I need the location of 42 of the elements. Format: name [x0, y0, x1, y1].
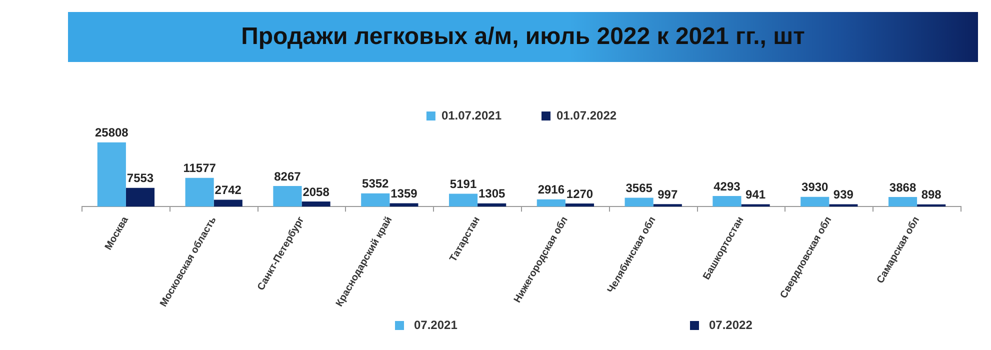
legend-label: 01.07.2021	[441, 108, 502, 122]
bar	[448, 194, 478, 207]
data-label: 898	[921, 188, 942, 202]
data-label: 2742	[214, 183, 242, 198]
bar	[800, 196, 830, 207]
bar	[97, 142, 126, 207]
chart-title: Продажи легковых а/м, июль 2022 к 2021 гг., шт	[241, 23, 805, 51]
bar	[214, 200, 242, 207]
bar	[624, 198, 654, 207]
data-label: 11577	[183, 161, 216, 176]
bar	[888, 197, 918, 207]
bar	[302, 202, 330, 207]
bar	[565, 203, 594, 207]
text: 07.2022	[709, 318, 752, 332]
bar	[126, 188, 155, 207]
data-label: 941	[746, 188, 766, 202]
data-label: 3868	[889, 180, 916, 194]
bar	[536, 199, 566, 207]
bar	[361, 193, 390, 207]
data-label: 997	[658, 187, 678, 202]
legend-label: 01.07.2022	[556, 108, 617, 122]
bar	[185, 178, 214, 207]
data-label: 1359	[390, 186, 418, 201]
data-label: 939	[833, 188, 854, 202]
bar	[273, 186, 302, 207]
text: 07.2021	[414, 318, 458, 332]
data-label: 25808	[94, 126, 129, 140]
data-label: 5352	[362, 176, 390, 191]
bar	[712, 196, 742, 207]
bar	[390, 203, 418, 207]
data-label: 5191	[450, 177, 477, 192]
data-label: 4293	[714, 179, 741, 194]
data-label: 3565	[626, 181, 653, 196]
data-label: 7553	[126, 171, 154, 186]
bar	[478, 203, 506, 207]
data-label: 1305	[478, 186, 506, 201]
data-label: 2058	[302, 184, 330, 199]
data-label: 8267	[274, 169, 302, 184]
data-label: 2916	[538, 182, 565, 197]
data-label: 1270	[566, 186, 594, 201]
bar	[653, 204, 682, 207]
data-label: 3930	[802, 180, 829, 194]
